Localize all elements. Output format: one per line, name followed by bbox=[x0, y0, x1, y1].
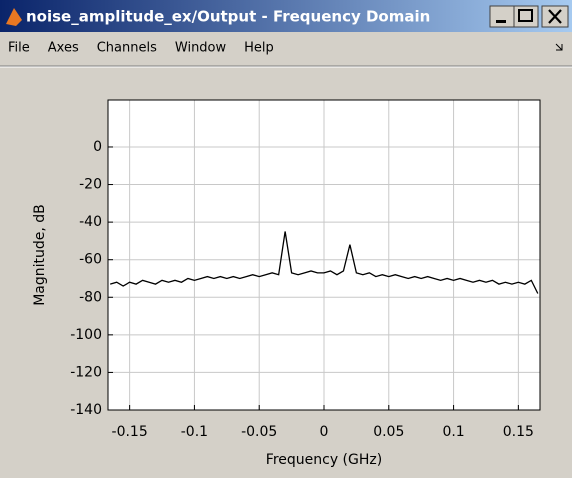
minimize-button[interactable] bbox=[489, 5, 515, 28]
window-title: noise_amplitude_ex/Output - Frequency Do… bbox=[26, 8, 430, 26]
menu-item[interactable]: Help bbox=[244, 41, 274, 56]
menu-item[interactable]: Axes bbox=[48, 41, 79, 56]
y-tick-label: -60 bbox=[79, 252, 102, 268]
x-tick-label: 0.1 bbox=[442, 424, 464, 440]
y-tick-label: -80 bbox=[79, 289, 102, 305]
x-tick-label: 0.15 bbox=[503, 424, 534, 440]
x-axis-label: Frequency (GHz) bbox=[266, 452, 382, 468]
maximize-button[interactable] bbox=[513, 5, 539, 28]
y-tick-label: -100 bbox=[70, 327, 102, 343]
menu-item[interactable]: Channels bbox=[97, 41, 157, 56]
y-tick-label: -40 bbox=[79, 214, 102, 230]
dock-icon[interactable] bbox=[555, 43, 563, 51]
x-tick-label: 0 bbox=[320, 424, 329, 440]
menu-item[interactable]: Window bbox=[175, 41, 227, 56]
x-tick-label: -0.15 bbox=[112, 424, 148, 440]
title-bar bbox=[0, 0, 572, 32]
y-axis-label: Magnitude, dB bbox=[32, 204, 48, 306]
x-tick-label: -0.05 bbox=[241, 424, 277, 440]
x-tick-label: 0.05 bbox=[373, 424, 404, 440]
axes-box bbox=[107, 99, 541, 411]
y-tick-label: -120 bbox=[70, 364, 102, 380]
menu-bar: File Axes Channels Window Help bbox=[8, 41, 274, 56]
app-icon bbox=[6, 8, 22, 26]
menu-item[interactable]: File bbox=[8, 41, 30, 56]
y-tick-label: -140 bbox=[70, 402, 102, 418]
y-tick-label: 0 bbox=[93, 139, 102, 155]
spectrum-line bbox=[110, 231, 539, 294]
close-button[interactable] bbox=[541, 5, 569, 28]
y-tick-label: -20 bbox=[79, 177, 102, 193]
x-tick-label: -0.1 bbox=[181, 424, 208, 440]
